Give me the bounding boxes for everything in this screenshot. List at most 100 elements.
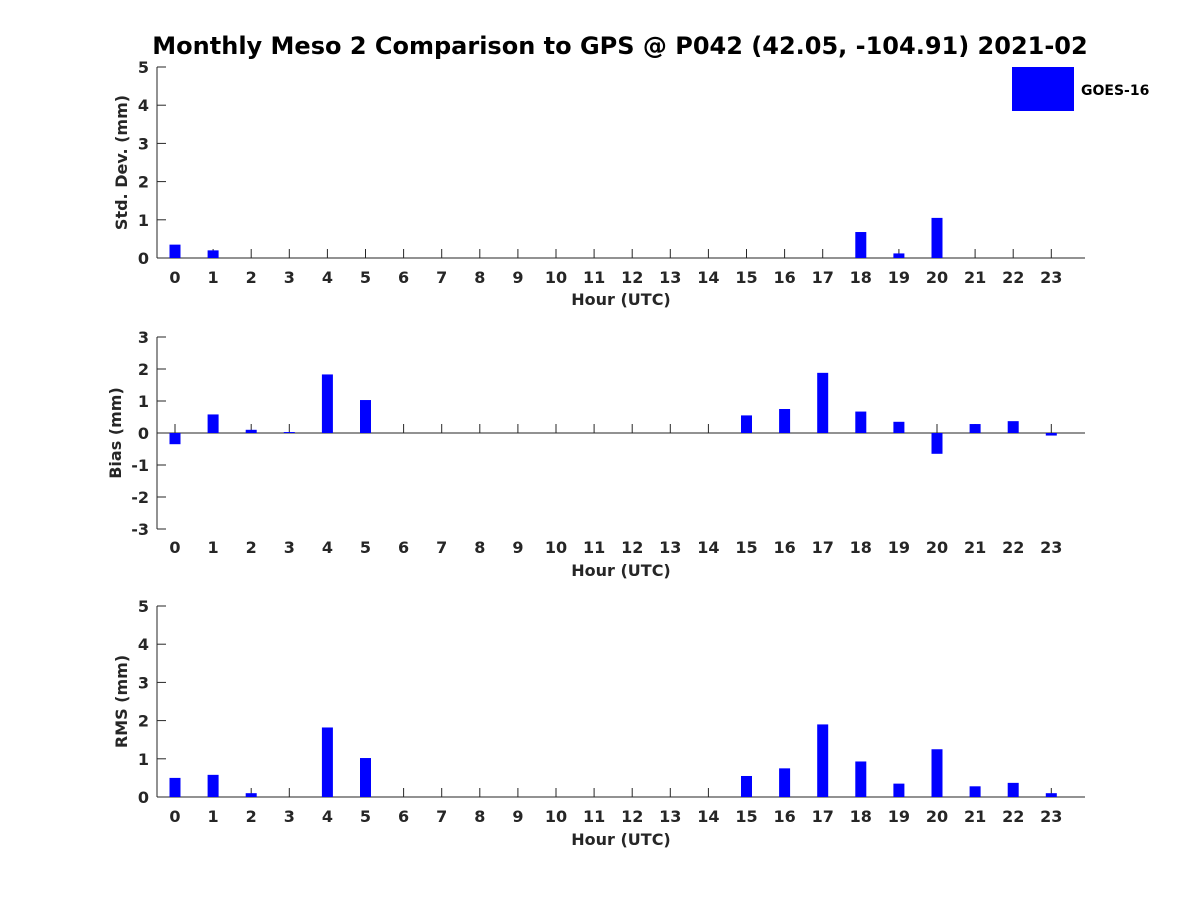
x-tick-label: 19	[888, 268, 910, 287]
legend-swatch	[1012, 67, 1074, 111]
x-tick-label: 4	[322, 538, 333, 557]
bar	[893, 421, 905, 433]
x-tick-label: 18	[850, 807, 872, 826]
y-tick-label: 2	[138, 360, 149, 379]
bar	[779, 409, 791, 433]
x-tick-label: 4	[322, 268, 333, 287]
x-tick-label: 9	[512, 538, 523, 557]
bar	[360, 758, 371, 797]
y-tick-label: -3	[131, 520, 149, 539]
x-tick-label: 2	[246, 268, 257, 287]
x-tick-label: 6	[398, 807, 409, 826]
bar	[741, 415, 752, 433]
x-axis-label: Hour (UTC)	[571, 830, 671, 849]
x-tick-label: 20	[926, 538, 948, 557]
x-tick-label: 19	[888, 807, 910, 826]
y-tick-label: 0	[138, 788, 149, 807]
x-tick-label: 3	[284, 807, 295, 826]
bar	[855, 411, 867, 433]
x-tick-label: 17	[812, 268, 834, 287]
y-tick-label: 5	[138, 58, 149, 77]
bar	[817, 372, 829, 433]
x-tick-label: 5	[360, 268, 371, 287]
x-tick-label: 14	[697, 538, 719, 557]
bar	[969, 786, 981, 797]
x-tick-label: 0	[169, 538, 180, 557]
legend-label: GOES-16	[1081, 83, 1149, 99]
x-tick-label: 17	[812, 538, 834, 557]
x-tick-label: 14	[697, 807, 719, 826]
y-tick-label: -1	[131, 456, 149, 475]
x-tick-label: 1	[208, 268, 219, 287]
y-tick-label: -2	[131, 488, 149, 507]
y-tick-label: 3	[138, 134, 149, 153]
x-tick-label: 14	[697, 268, 719, 287]
bar	[1045, 793, 1057, 797]
bar	[207, 414, 219, 433]
x-tick-label: 13	[659, 807, 681, 826]
bar	[1045, 433, 1057, 436]
x-tick-label: 3	[284, 268, 295, 287]
y-tick-label: 2	[138, 712, 149, 731]
bar	[321, 374, 333, 433]
y-tick-label: 1	[138, 392, 149, 411]
bar	[931, 749, 943, 797]
y-tick-label: 5	[138, 597, 149, 616]
x-tick-label: 1	[208, 807, 219, 826]
x-tick-label: 5	[360, 538, 371, 557]
x-tick-label: 21	[964, 538, 986, 557]
x-tick-label: 5	[360, 807, 371, 826]
x-tick-label: 4	[322, 807, 333, 826]
x-tick-label: 9	[512, 807, 523, 826]
x-tick-label: 7	[436, 538, 447, 557]
x-axis-label: Hour (UTC)	[571, 561, 671, 580]
y-tick-label: 4	[138, 635, 149, 654]
bar	[931, 433, 943, 454]
x-tick-label: 11	[583, 538, 605, 557]
x-tick-label: 13	[659, 268, 681, 287]
x-tick-label: 16	[773, 268, 795, 287]
x-tick-label: 8	[474, 807, 485, 826]
x-tick-label: 20	[926, 268, 948, 287]
y-tick-label: 3	[138, 673, 149, 692]
x-tick-label: 6	[398, 268, 409, 287]
bar	[1007, 421, 1019, 433]
x-tick-label: 8	[474, 538, 485, 557]
x-tick-label: 23	[1040, 538, 1062, 557]
chart-title: Monthly Meso 2 Comparison to GPS @ P042 …	[152, 32, 1087, 60]
bar	[817, 724, 829, 797]
y-axis-label: Bias (mm)	[106, 387, 125, 479]
x-tick-label: 0	[169, 807, 180, 826]
bar	[1007, 782, 1019, 797]
x-tick-label: 23	[1040, 807, 1062, 826]
y-tick-label: 0	[138, 249, 149, 268]
bar	[360, 400, 371, 433]
x-tick-label: 10	[545, 268, 567, 287]
x-tick-label: 18	[850, 268, 872, 287]
bar	[779, 768, 791, 797]
x-tick-label: 10	[545, 807, 567, 826]
x-tick-label: 23	[1040, 268, 1062, 287]
x-tick-label: 6	[398, 538, 409, 557]
bar	[169, 777, 181, 797]
x-tick-label: 10	[545, 538, 567, 557]
y-tick-label: 0	[138, 424, 149, 443]
x-tick-label: 0	[169, 268, 180, 287]
bar	[169, 433, 181, 445]
y-tick-label: 4	[138, 96, 149, 115]
bar	[283, 432, 295, 433]
x-tick-label: 2	[246, 538, 257, 557]
bar	[245, 793, 257, 797]
x-tick-label: 18	[850, 538, 872, 557]
bar	[931, 217, 943, 258]
y-tick-label: 1	[138, 750, 149, 769]
x-tick-label: 12	[621, 268, 643, 287]
x-tick-label: 22	[1002, 268, 1024, 287]
x-tick-label: 12	[621, 538, 643, 557]
x-tick-label: 7	[436, 268, 447, 287]
x-tick-label: 22	[1002, 538, 1024, 557]
x-tick-label: 16	[773, 538, 795, 557]
x-tick-label: 8	[474, 268, 485, 287]
